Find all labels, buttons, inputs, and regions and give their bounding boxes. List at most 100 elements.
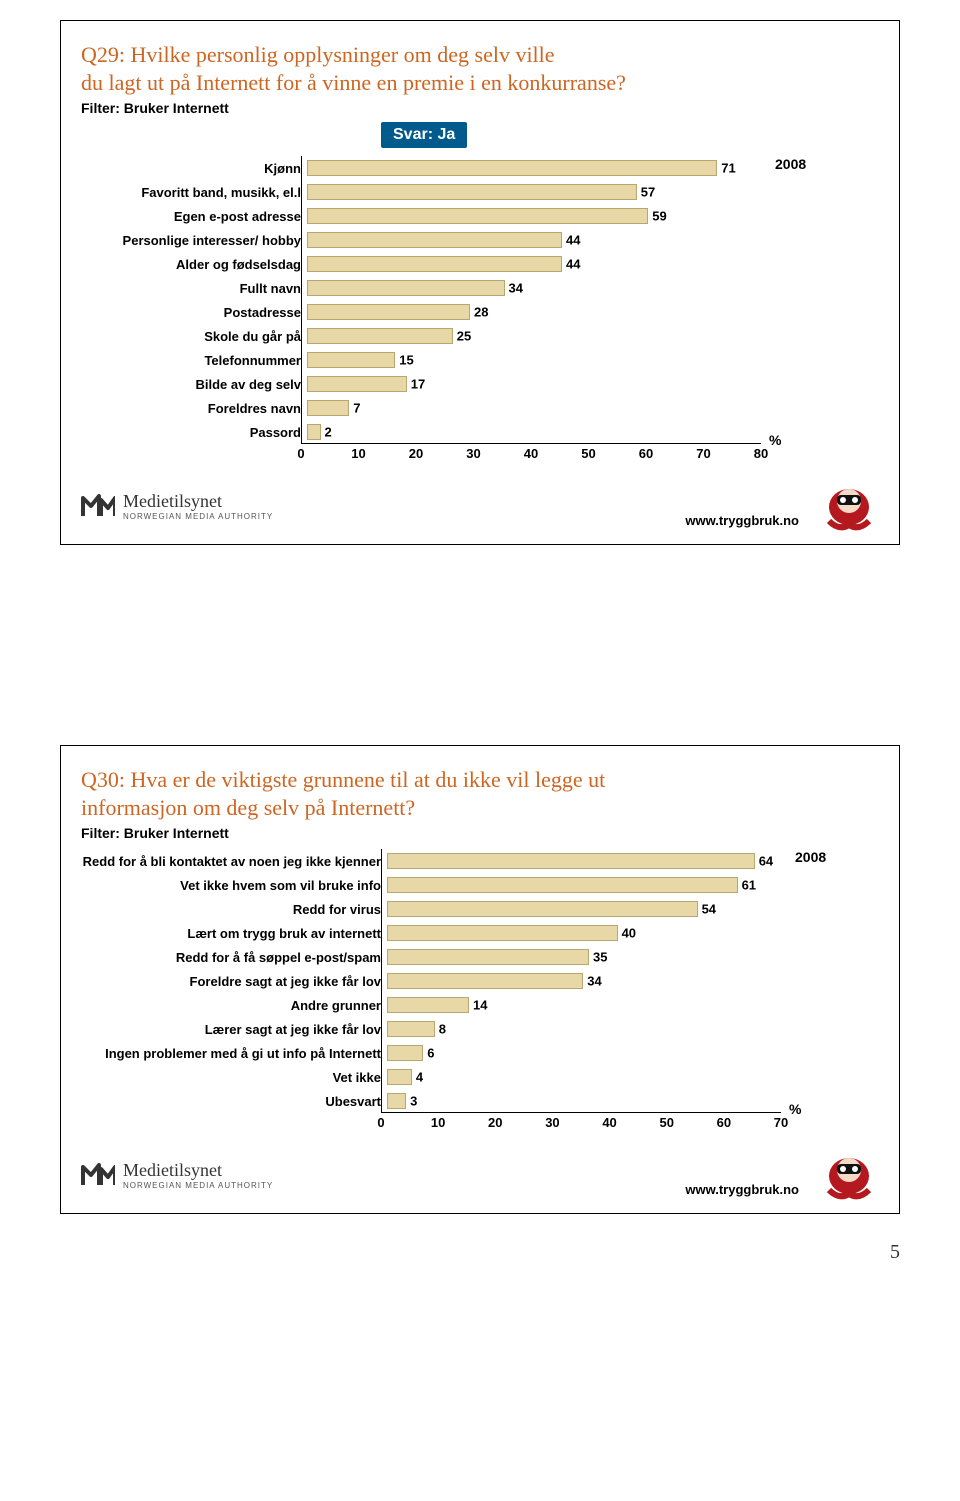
- plot-area: Redd for å bli kontaktet av noen jeg ikk…: [81, 849, 879, 1113]
- x-axis-line: [301, 443, 761, 444]
- mascot-icon: [819, 1146, 879, 1207]
- x-tick: 0: [297, 446, 304, 461]
- bar-row: Alder og fødselsdag44: [81, 252, 879, 276]
- bar: [387, 973, 583, 989]
- page-number: 5: [890, 1241, 900, 1264]
- x-tick: 0: [377, 1115, 384, 1130]
- y-axis-line: [301, 156, 302, 444]
- panel-footer: Medietilsynet NORWEGIAN MEDIA AUTHORITY …: [81, 1147, 879, 1203]
- bar: [307, 184, 637, 200]
- plot-area: Kjønn71Favoritt band, musikk, el.l57Egen…: [81, 156, 879, 444]
- bar-row: Lært om trygg bruk av internett 40: [81, 921, 879, 945]
- category-label: Skole du går på: [81, 329, 307, 344]
- title-line: Q29: Hvilke personlig opplysninger om de…: [81, 42, 555, 67]
- bar: [387, 949, 589, 965]
- bar-cell: 44: [307, 252, 767, 276]
- bar-value: 44: [566, 233, 580, 248]
- bar-row: Ingen problemer med å gi ut info på Inte…: [81, 1041, 879, 1065]
- category-label: Foreldre sagt at jeg ikke får lov: [81, 974, 387, 989]
- bar-value: 54: [702, 902, 716, 917]
- page: Q29: Hvilke personlig opplysninger om de…: [0, 20, 960, 1274]
- footer-url: www.tryggbruk.no: [685, 513, 799, 528]
- bar-cell: 34: [387, 969, 787, 993]
- logo-mark-icon: [81, 492, 115, 520]
- year-label: 2008: [795, 849, 826, 865]
- category-label: Andre grunner: [81, 998, 387, 1013]
- bar-cell: 17: [307, 372, 767, 396]
- bar-value: 57: [641, 185, 655, 200]
- bar-value: 40: [622, 926, 636, 941]
- chart-panel-q29: Q29: Hvilke personlig opplysninger om de…: [60, 20, 900, 545]
- spacer: [0, 545, 960, 725]
- category-label: Redd for virus: [81, 902, 387, 917]
- bar: [387, 853, 755, 869]
- bar-chart: Kjønn71Favoritt band, musikk, el.l57Egen…: [81, 156, 879, 466]
- bar: [307, 400, 349, 416]
- bar-row: Kjønn71: [81, 156, 879, 180]
- bar-value: 61: [742, 878, 756, 893]
- chart-title: Q29: Hvilke personlig opplysninger om de…: [81, 41, 879, 96]
- bar-value: 14: [473, 998, 487, 1013]
- bar-cell: 7: [307, 396, 767, 420]
- panel-footer: Medietilsynet NORWEGIAN MEDIA AUTHORITY …: [81, 478, 879, 534]
- bar-value: 6: [427, 1046, 434, 1061]
- bar-value: 34: [509, 281, 523, 296]
- bar-cell: 4: [387, 1065, 787, 1089]
- bar-cell: 25: [307, 324, 767, 348]
- bar: [307, 376, 407, 392]
- logo-text: Medietilsynet NORWEGIAN MEDIA AUTHORITY: [123, 1160, 273, 1190]
- medietilsynet-logo: Medietilsynet NORWEGIAN MEDIA AUTHORITY: [81, 1160, 273, 1190]
- category-label: Passord: [81, 425, 307, 440]
- bar-row: Telefonnummer15: [81, 348, 879, 372]
- percent-symbol: %: [769, 432, 781, 448]
- bar-value: 34: [587, 974, 601, 989]
- bar-row: Favoritt band, musikk, el.l57: [81, 180, 879, 204]
- x-ticks: 01020304050607080: [301, 446, 761, 466]
- bar-cell: 61: [387, 873, 787, 897]
- bar-cell: 28: [307, 300, 767, 324]
- filter-text: Filter: Bruker Internett: [81, 825, 879, 841]
- y-axis-line: [381, 849, 382, 1113]
- x-tick: 70: [696, 446, 710, 461]
- bar-cell: 64: [387, 849, 787, 873]
- bar-value: 8: [439, 1022, 446, 1037]
- bar-row: Skole du går på25: [81, 324, 879, 348]
- x-tick: 30: [466, 446, 480, 461]
- x-tick: 60: [717, 1115, 731, 1130]
- bar: [307, 328, 453, 344]
- category-label: Ubesvart: [81, 1094, 387, 1109]
- x-tick: 30: [545, 1115, 559, 1130]
- bar: [387, 877, 738, 893]
- bar-value: 59: [652, 209, 666, 224]
- bar: [307, 280, 505, 296]
- bar-row: Vet ikke hvem som vil bruke info61: [81, 873, 879, 897]
- bar-value: 44: [566, 257, 580, 272]
- bar: [387, 901, 698, 917]
- bar-value: 17: [411, 377, 425, 392]
- category-label: Kjønn: [81, 161, 307, 176]
- x-tick: 80: [754, 446, 768, 461]
- bar: [307, 160, 717, 176]
- medietilsynet-logo: Medietilsynet NORWEGIAN MEDIA AUTHORITY: [81, 491, 273, 521]
- title-line: informasjon om deg selv på Internett?: [81, 795, 415, 820]
- category-label: Redd for å bli kontaktet av noen jeg ikk…: [81, 854, 387, 869]
- category-label: Postadresse: [81, 305, 307, 320]
- category-label: Lærer sagt at jeg ikke får lov: [81, 1022, 387, 1037]
- bar-cell: 3: [387, 1089, 787, 1113]
- category-label: Telefonnummer: [81, 353, 307, 368]
- bar-row: Fullt navn 34: [81, 276, 879, 300]
- bar-chart: Redd for å bli kontaktet av noen jeg ikk…: [81, 849, 879, 1135]
- bar-cell: 15: [307, 348, 767, 372]
- bar-row: Redd for å bli kontaktet av noen jeg ikk…: [81, 849, 879, 873]
- bar: [387, 1045, 423, 1061]
- bar: [307, 424, 321, 440]
- bar-cell: 35: [387, 945, 787, 969]
- category-label: Fullt navn: [81, 281, 307, 296]
- bar-row: Vet ikke4: [81, 1065, 879, 1089]
- x-tick: 10: [431, 1115, 445, 1130]
- chart-panel-q30: Q30: Hva er de viktigste grunnene til at…: [60, 745, 900, 1214]
- bar: [387, 925, 618, 941]
- answer-badge: Svar: Ja: [381, 122, 467, 148]
- bar: [307, 304, 470, 320]
- category-label: Lært om trygg bruk av internett: [81, 926, 387, 941]
